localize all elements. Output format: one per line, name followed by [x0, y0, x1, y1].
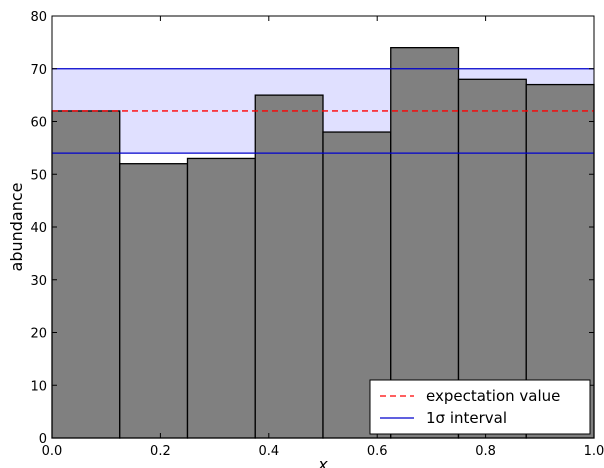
x-tick-label: 1.0 [584, 444, 604, 459]
legend: expectation value 1σ interval [369, 379, 591, 435]
bar [525, 83, 595, 439]
y-tick-label: 80 [30, 10, 47, 25]
y-axis-label: abundance [7, 183, 26, 272]
y-tick-label: 40 [30, 221, 47, 236]
bar [390, 47, 460, 439]
y-tick-label: 0 [39, 432, 47, 447]
y-tick-label: 20 [30, 327, 47, 342]
y-tick-label: 10 [30, 379, 47, 394]
bar [457, 78, 527, 439]
y-tick-label: 60 [30, 116, 47, 131]
legend-box [369, 379, 591, 435]
bar [254, 94, 324, 439]
legend-label-expectation: expectation value [426, 387, 560, 405]
plot-area [51, 47, 595, 439]
x-tick-label: 0.8 [475, 444, 496, 459]
axes: 0 10 20 30 40 50 60 70 80 0.0 0.2 0.4 0.6 0.8 1.0 [30, 10, 604, 459]
y-tick-label: 30 [30, 274, 47, 289]
bar [186, 157, 256, 439]
y-tick-label: 50 [30, 168, 47, 183]
x-axis-label: x [317, 455, 328, 468]
y-tick-label: 70 [30, 63, 47, 78]
x-tick-label: 0.2 [150, 444, 171, 459]
bar [51, 110, 121, 439]
bar [119, 163, 189, 439]
x-tick-label: 0.6 [367, 444, 388, 459]
x-tick-label: 0.0 [42, 444, 63, 459]
x-tick-label: 0.4 [258, 444, 279, 459]
legend-label-interval: 1σ interval [426, 409, 507, 427]
